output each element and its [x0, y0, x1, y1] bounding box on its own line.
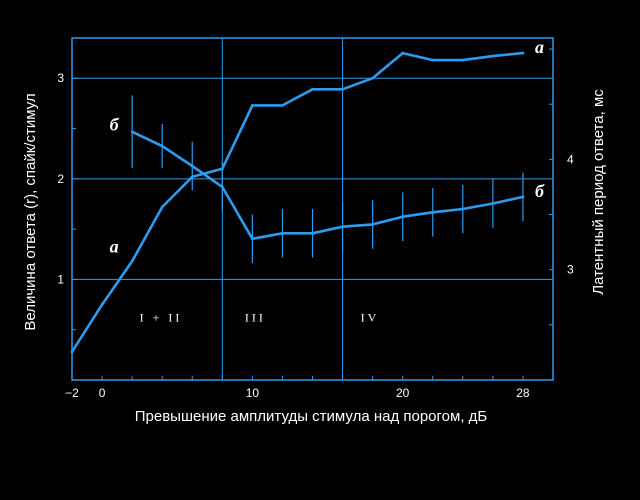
- x-tick-label: 28: [516, 386, 530, 400]
- series-labels: а а б б: [110, 37, 545, 256]
- ticks: [71, 48, 553, 380]
- y-tick-label: 3: [57, 71, 64, 85]
- data-point: [100, 303, 104, 306]
- series-label: б: [110, 115, 120, 135]
- data-point: [341, 87, 344, 91]
- zone-label-0: I + II: [140, 311, 183, 325]
- y2-axis-title: Латентный период ответа, мс: [590, 89, 607, 295]
- series-label: а: [535, 37, 544, 57]
- data-point: [160, 205, 164, 209]
- x-tick-label: 10: [246, 386, 260, 400]
- data-point: [401, 51, 405, 55]
- data-point: [311, 87, 314, 91]
- grid: [72, 38, 553, 380]
- zone-label-2: IV: [361, 311, 380, 325]
- x-tick-label: −2: [65, 386, 79, 400]
- data-point: [431, 58, 435, 62]
- data-point: [281, 103, 284, 107]
- series-group: [70, 51, 525, 354]
- data-point: [491, 54, 495, 58]
- tick-labels: −2 0 10 20 28 1 2 3 3 4: [57, 71, 574, 400]
- data-point: [521, 51, 525, 55]
- x-tick-label: 20: [396, 386, 410, 400]
- data-point: [371, 76, 375, 80]
- data-point: [461, 58, 465, 62]
- y2-tick-label: 4: [567, 152, 574, 166]
- series-line-1: [131, 130, 524, 241]
- x-tick-label: 0: [99, 386, 106, 400]
- zone-label-1: III: [245, 311, 266, 325]
- x-axis-title: Превышение амплитуды стимула над порогом…: [135, 408, 488, 425]
- series-label: б: [535, 181, 545, 201]
- series-line-0: [70, 51, 524, 353]
- y-tick-label: 2: [57, 172, 64, 186]
- series-label: а: [110, 236, 119, 256]
- data-point: [250, 103, 254, 107]
- data-point: [70, 350, 74, 354]
- y-axis-title: Величина ответа (r), спайк/стимул: [22, 93, 39, 330]
- data-point: [130, 259, 134, 263]
- y2-tick-label: 3: [567, 263, 574, 277]
- zone-labels: I + II III IV: [140, 311, 380, 325]
- y-tick-label: 1: [57, 272, 64, 286]
